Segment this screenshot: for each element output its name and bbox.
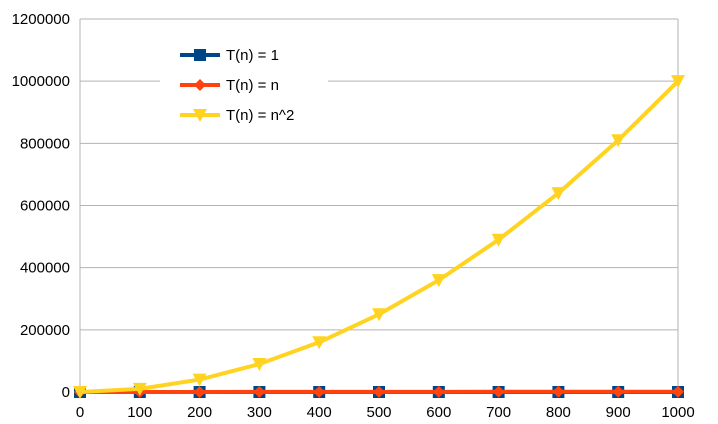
x-tick-label-0: 0	[76, 404, 84, 421]
y-tick-label-1000000: 1000000	[12, 73, 70, 90]
series-3-point-700	[491, 233, 506, 247]
series-2-point-500	[373, 385, 385, 398]
x-tick-label-700: 700	[486, 404, 511, 421]
legend-swatch-marker-1	[194, 49, 206, 61]
legend-label-3: T(n) = n^2	[226, 107, 294, 124]
series-2-point-1000	[672, 385, 684, 398]
series-3-point-300	[252, 358, 267, 372]
series-2-point-700	[492, 385, 505, 398]
legend-label-2: T(n) = n	[226, 77, 279, 94]
x-tick-label-300: 300	[247, 404, 272, 421]
x-tick-label-600: 600	[426, 404, 451, 421]
x-tick-label-100: 100	[127, 404, 152, 421]
y-tick-label-0: 0	[62, 384, 70, 401]
x-tick-label-1000: 1000	[661, 404, 694, 421]
series-3-point-400	[312, 336, 327, 350]
y-tick-label-200000: 200000	[20, 322, 70, 339]
legend-label-1: T(n) = 1	[226, 47, 279, 64]
series-2-point-200	[193, 385, 206, 398]
series-3-point-500	[372, 308, 386, 322]
series-2-point-600	[432, 385, 445, 398]
x-tick-label-200: 200	[187, 404, 212, 421]
y-tick-label-800000: 800000	[20, 135, 70, 152]
legend: T(n) = 1 T(n) = n T(n) = n^2	[160, 37, 328, 140]
x-tick-labels: 0 100 200 300 400 500 600 700 800 900 1000	[76, 404, 695, 421]
y-tick-label-400000: 400000	[20, 260, 70, 277]
x-tick-label-500: 500	[366, 404, 391, 421]
series-3-point-0	[73, 386, 87, 399]
series-3	[73, 75, 685, 399]
series-3-point-900	[611, 134, 626, 148]
series-3-point-600	[431, 274, 446, 288]
series-2-point-900	[612, 385, 625, 398]
series-3-point-800	[551, 187, 566, 201]
legend-swatch-marker-3	[193, 109, 207, 122]
legend-swatch-marker-2	[194, 79, 206, 91]
series-2-point-800	[552, 385, 565, 398]
series-group	[73, 75, 685, 399]
series-3-point-200	[192, 373, 207, 387]
x-tick-label-900: 900	[606, 404, 631, 421]
series-3-point-1000	[671, 75, 685, 89]
x-tick-label-400: 400	[307, 404, 332, 421]
y-tick-label-1200000: 1200000	[12, 11, 70, 28]
series-2-point-400	[313, 385, 326, 398]
y-tick-labels: 0 200000 400000 600000 800000 1000000 1200000	[12, 11, 70, 401]
series-3-point-100	[132, 382, 147, 396]
y-tick-label-600000: 600000	[20, 198, 70, 215]
series-2	[74, 385, 684, 398]
x-tick-label-800: 800	[546, 404, 571, 421]
series-2-point-300	[253, 385, 266, 398]
